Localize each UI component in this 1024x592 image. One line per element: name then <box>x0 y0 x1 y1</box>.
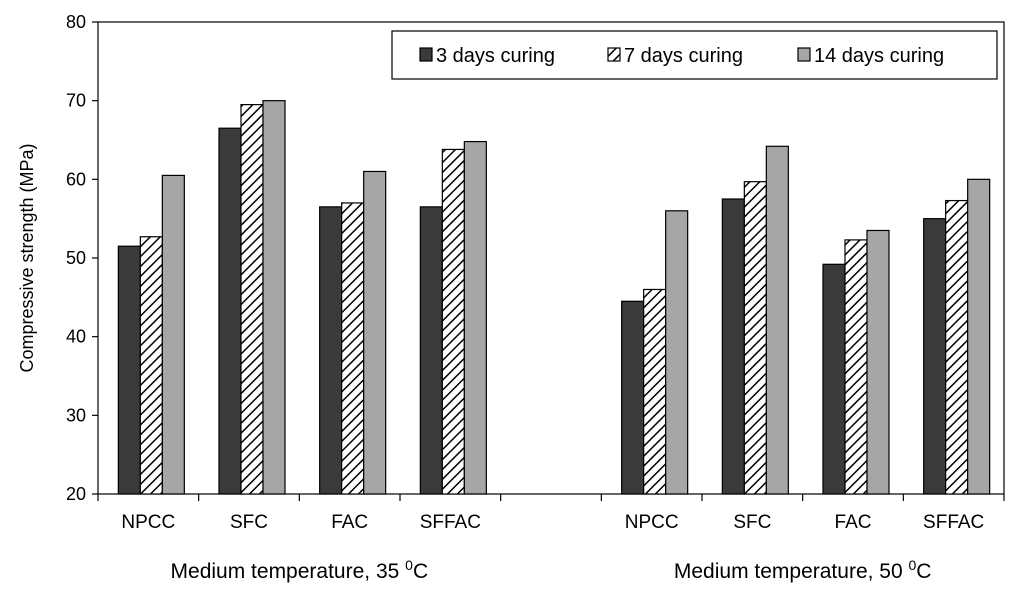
axes: 20 30 40 50 60 70 80 <box>66 12 1005 504</box>
group-label: Medium temperature, 50 0C <box>674 557 932 583</box>
y-tick-label: 60 <box>66 169 86 189</box>
category-label: SFC <box>230 512 268 533</box>
group-label-superscript: 0 <box>908 557 916 573</box>
bar-sffac-50c-series-3 <box>967 178 991 495</box>
y-tick-label: 20 <box>66 484 86 504</box>
bar-fac-50c-series-1 <box>822 263 846 495</box>
bar-sffac-50c-series-2 <box>945 199 969 495</box>
bar-npcc-50c-series-2 <box>643 288 667 495</box>
bar-sffac-35c-series-1 <box>419 206 443 495</box>
category-label: NPCC <box>121 512 175 533</box>
bar-fac-35c-series-2 <box>341 202 365 495</box>
group-label-unit: C <box>916 560 931 583</box>
legend-label-2: 7 days curing <box>624 45 743 67</box>
bar-sfc-50c-series-2 <box>743 181 767 495</box>
category-label: FAC <box>835 512 872 533</box>
group-label-superscript: 0 <box>405 557 413 573</box>
group-label-text: Medium temperature, 50 <box>674 560 909 583</box>
bar-npcc-50c-series-3 <box>665 210 689 495</box>
bar-npcc-35c-series-3 <box>161 174 185 495</box>
legend-swatch-3 <box>797 47 811 62</box>
y-tick-label: 30 <box>66 405 86 425</box>
labels: Compressive strength (MPa) NPCC SFC FAC SFFA… <box>17 143 984 583</box>
legend-box <box>391 30 998 80</box>
bar-sffac-35c-series-2 <box>441 148 465 495</box>
y-tick-label: 80 <box>66 12 86 32</box>
bar-sfc-50c-series-1 <box>721 198 745 495</box>
category-label: SFFAC <box>420 512 481 533</box>
bar-npcc-50c-series-1 <box>621 300 645 495</box>
bar-fac-50c-series-3 <box>866 229 890 495</box>
y-tick-label: 70 <box>66 91 86 111</box>
legend-label-1: 3 days curing <box>436 45 555 67</box>
y-tick-label: 50 <box>66 248 86 268</box>
bars <box>117 100 991 495</box>
group-label-text: Medium temperature, 35 <box>171 560 406 583</box>
bar-sffac-35c-series-3 <box>463 140 487 495</box>
bar-npcc-35c-series-2 <box>139 236 163 495</box>
bar-fac-35c-series-3 <box>363 170 387 495</box>
bar-sffac-50c-series-1 <box>923 218 947 495</box>
legend-label-3: 14 days curing <box>814 45 944 67</box>
y-tick-label: 40 <box>66 327 86 347</box>
bar-sfc-35c-series-2 <box>240 103 264 495</box>
category-label: NPCC <box>625 512 679 533</box>
bar-sfc-35c-series-1 <box>218 127 242 495</box>
group-label-unit: C <box>413 560 428 583</box>
bar-fac-35c-series-1 <box>319 206 343 495</box>
legend-swatch-2 <box>607 47 621 62</box>
bar-npcc-35c-series-1 <box>117 245 141 495</box>
y-axis-label: Compressive strength (MPa) <box>17 143 37 372</box>
category-label: SFC <box>733 512 771 533</box>
category-label: SFFAC <box>923 512 984 533</box>
legend-swatch-1 <box>419 47 433 62</box>
bar-sfc-50c-series-3 <box>765 145 789 495</box>
bar-fac-50c-series-2 <box>844 239 868 495</box>
bar-sfc-35c-series-3 <box>262 100 286 495</box>
legend: 3 days curing 7 days curing 14 days curing <box>391 30 998 80</box>
group-label: Medium temperature, 35 0C <box>171 557 429 583</box>
category-label: FAC <box>331 512 368 533</box>
